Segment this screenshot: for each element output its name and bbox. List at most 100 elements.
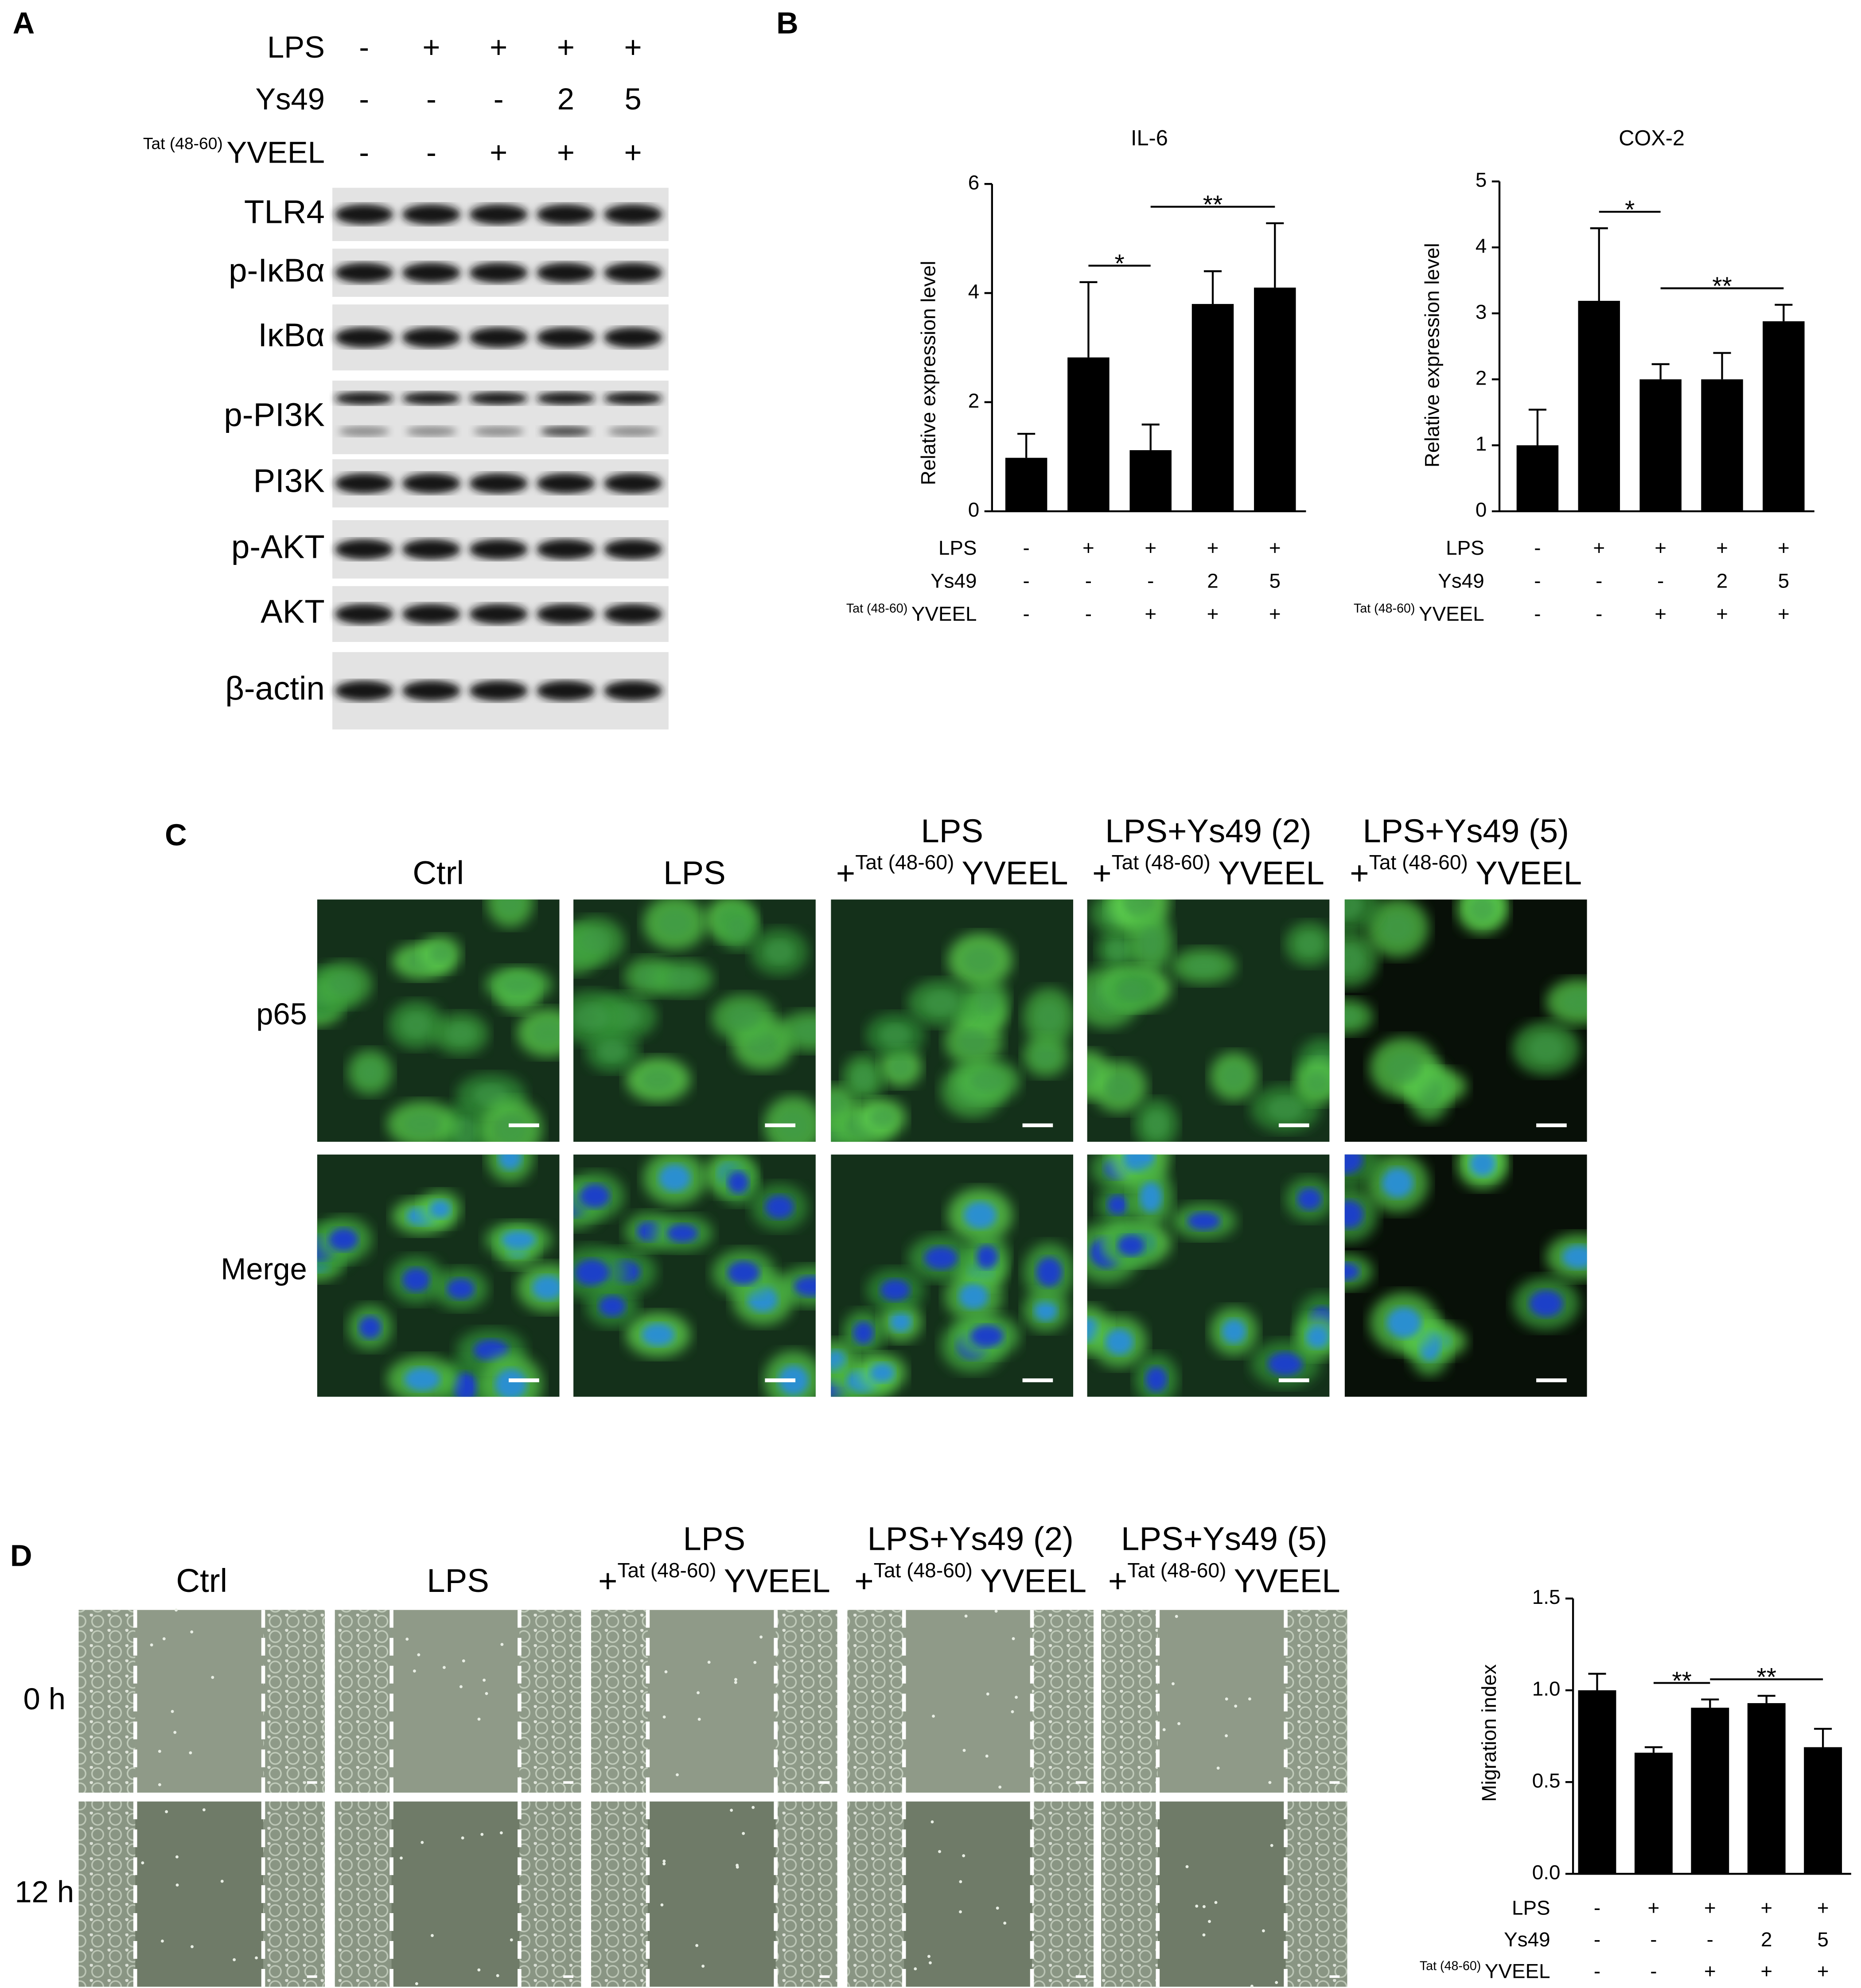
condition-peptide: YVEEL (962, 854, 1068, 891)
debris (202, 1808, 206, 1812)
nucleus (404, 1367, 440, 1391)
nucleus (1297, 933, 1322, 955)
treatment-level: + (1207, 537, 1219, 559)
condition-plus: + (854, 1562, 873, 1599)
nucleus (794, 1276, 816, 1297)
debris (1015, 1696, 1018, 1699)
cell-edge (591, 1610, 648, 1793)
treatment-level: + (1648, 1897, 1660, 1919)
row-label: 12 h (15, 1875, 74, 1909)
condition-treatment: +Tat (48-60) YVEEL (854, 1559, 1086, 1599)
nucleus (1562, 990, 1587, 1014)
chart-title: COX-2 (1619, 126, 1685, 150)
debris (189, 1751, 192, 1755)
nucleus (498, 899, 522, 915)
debris (1225, 1697, 1228, 1701)
debris (141, 1861, 144, 1864)
nucleus (1145, 1367, 1168, 1392)
panel-label: C (165, 818, 187, 852)
blot-band (335, 473, 393, 494)
nucleus (659, 909, 691, 937)
nucleus (599, 1040, 626, 1062)
blot-band (335, 327, 393, 348)
condition-plus: + (598, 1562, 617, 1599)
cell-edge (1032, 1610, 1094, 1793)
cell-edge (591, 1801, 648, 1987)
blot-band (335, 539, 393, 560)
blot-band (537, 327, 595, 348)
debris (1234, 1704, 1238, 1708)
micrograph (317, 1154, 560, 1397)
blot-band (603, 392, 662, 405)
condition-plus: + (836, 854, 855, 891)
error-bar (1203, 270, 1222, 304)
blot-band (537, 603, 595, 624)
panel-label: D (10, 1538, 32, 1572)
nucleus (1117, 1235, 1145, 1256)
nucleus (1306, 1326, 1329, 1349)
nucleus (1382, 913, 1413, 943)
nucleus (1469, 1154, 1495, 1176)
debris (736, 1865, 739, 1869)
nucleus (642, 1323, 674, 1346)
bar (1701, 379, 1743, 511)
treatment-level: - (1657, 569, 1664, 592)
nucleus (498, 1154, 522, 1170)
treatment-level: + (1817, 1960, 1829, 1983)
treatment-level: 5 (1269, 569, 1281, 592)
nucleus (1344, 945, 1363, 973)
treatment-level: + (1778, 603, 1790, 625)
cell-edge (1285, 1801, 1347, 1987)
condition-title: LPS+Ys49 (2) (867, 1521, 1073, 1557)
debris (1275, 1981, 1278, 1984)
y-tick-label: 4 (1476, 234, 1487, 257)
cell-edge (519, 1610, 581, 1793)
cell-edge (1101, 1801, 1158, 1987)
debris (932, 1715, 935, 1718)
nucleus (728, 1006, 760, 1030)
treatment-level: + (1778, 537, 1790, 559)
debris (662, 1862, 666, 1866)
debris (499, 1831, 503, 1835)
condition-prefix: Tat (48-60) (1127, 1559, 1226, 1582)
nucleus (880, 1279, 910, 1301)
bar (1747, 1703, 1786, 1874)
debris (701, 1965, 705, 1968)
nucleus (659, 1164, 691, 1192)
nucleus (728, 916, 749, 939)
debris (998, 1786, 1002, 1789)
debris (211, 1676, 214, 1679)
treatment-level: + (1760, 1897, 1772, 1919)
debris (664, 1670, 668, 1673)
blot-band (537, 681, 595, 701)
nucleus (1297, 1188, 1322, 1210)
nucleus (1344, 1154, 1363, 1174)
debris (996, 1906, 999, 1910)
nucleus (975, 1245, 998, 1269)
nucleus (666, 1224, 698, 1242)
treatment-level: - (1707, 1928, 1713, 1951)
condition-title: LPS (663, 854, 726, 891)
debris (1270, 1844, 1273, 1847)
bar (1516, 445, 1559, 511)
debris (485, 1692, 488, 1695)
debris (662, 1860, 666, 1863)
treatment-label: Ys49 (1438, 569, 1484, 592)
significance-label: ** (1203, 191, 1223, 219)
cell-edge (78, 1610, 136, 1793)
debris (461, 1836, 464, 1840)
treatment-level: + (624, 135, 642, 169)
blot-band (603, 327, 662, 348)
debris (697, 1718, 701, 1721)
condition-peptide: YVEEL (1218, 854, 1324, 891)
condition-title: LPS (427, 1562, 489, 1599)
treatment-level: 2 (1761, 1928, 1772, 1951)
treatment-name: YVEEL (226, 135, 324, 169)
debris (165, 1810, 168, 1813)
y-axis-label: Relative expression level (917, 261, 940, 486)
micrograph (573, 899, 816, 1142)
debris (162, 1637, 166, 1641)
bar (1254, 288, 1296, 511)
nucleus (1105, 1329, 1133, 1355)
condition-title: LPS (683, 1521, 746, 1557)
